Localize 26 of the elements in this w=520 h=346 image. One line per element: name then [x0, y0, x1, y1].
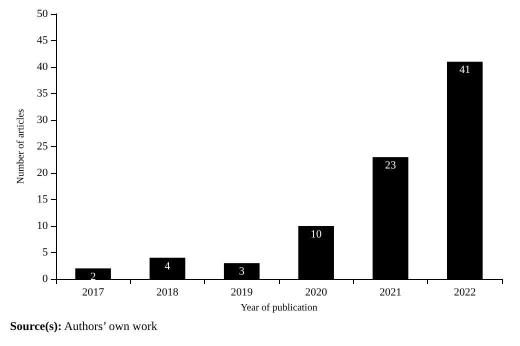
y-tick-label: 50: [36, 8, 48, 20]
x-tick-label: 2018: [156, 286, 179, 298]
x-axis-title: Year of publication: [240, 302, 318, 314]
data-label: 2: [90, 270, 96, 283]
data-label: 4: [164, 260, 171, 272]
y-axis-title: Number of articles: [16, 108, 26, 184]
data-label: 23: [384, 160, 396, 172]
source-note: Source(s): Authors’ own work: [10, 319, 158, 333]
y-tick-label: 25: [36, 140, 48, 152]
data-label: 41: [459, 64, 470, 76]
y-tick-label: 30: [36, 114, 48, 126]
y-tick-label: 35: [36, 88, 48, 100]
x-tick-label: 2020: [305, 286, 328, 298]
y-tick-label: 10: [36, 220, 48, 232]
x-tick-label: 2019: [230, 286, 254, 298]
data-label: 3: [239, 266, 246, 278]
x-tick-label: 2021: [379, 286, 402, 298]
y-tick-label: 15: [36, 194, 48, 206]
y-tick-label: 0: [42, 273, 48, 285]
x-tick-label: 2022: [454, 286, 476, 298]
y-tick-label: 5: [42, 246, 48, 258]
x-tick-label: 2017: [82, 286, 105, 298]
y-tick-label: 20: [36, 167, 48, 179]
y-tick-label: 40: [36, 61, 48, 73]
y-tick-label: 45: [36, 34, 48, 46]
data-label: 10: [310, 228, 322, 240]
